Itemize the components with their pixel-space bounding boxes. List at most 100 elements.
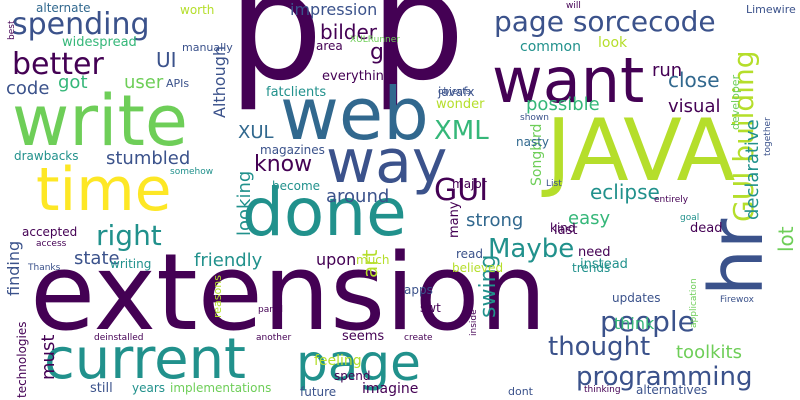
word-APIs: APIs bbox=[166, 77, 190, 90]
word-XULRunner: XULRunner bbox=[350, 35, 400, 45]
word-go: go bbox=[370, 40, 398, 65]
word-common: common bbox=[520, 39, 581, 55]
word-apps: apps bbox=[404, 283, 433, 297]
word-think: think bbox=[614, 314, 655, 333]
word-way: way bbox=[326, 127, 448, 197]
word-another: another bbox=[256, 333, 292, 343]
word-thought: thought bbox=[548, 332, 651, 362]
word-GUI: GUI bbox=[434, 173, 489, 208]
word-future: future bbox=[300, 385, 337, 399]
word-fatclients: fatclients bbox=[266, 85, 327, 100]
word-still: still bbox=[90, 381, 113, 396]
word-write: write bbox=[12, 80, 188, 162]
word-read: read bbox=[456, 247, 484, 261]
word-page-sorcecode: page sorcecode bbox=[494, 5, 716, 38]
word-impression: impression bbox=[290, 0, 378, 19]
word-friendly: friendly bbox=[194, 250, 263, 271]
word-alternatives: alternatives bbox=[636, 383, 708, 397]
word-bilder: bilder bbox=[320, 20, 378, 44]
word-must: must bbox=[38, 334, 59, 380]
word-List: List bbox=[546, 179, 562, 189]
word-web: web bbox=[280, 72, 429, 156]
word-panel: panel bbox=[258, 305, 283, 315]
word-know: know bbox=[254, 152, 313, 177]
word-upon: upon bbox=[316, 250, 357, 269]
word-done: done bbox=[242, 174, 407, 251]
word-major: major bbox=[452, 177, 487, 191]
word-feeling: feeling bbox=[314, 353, 362, 369]
word-kind: kind bbox=[550, 221, 576, 235]
word-many: many bbox=[447, 201, 462, 238]
word-last: last bbox=[554, 223, 578, 238]
word-implementations: implementations bbox=[170, 381, 272, 395]
word-user: user bbox=[124, 72, 164, 93]
word-toolkits: toolkits bbox=[676, 342, 742, 363]
word-Songbird: Songbird bbox=[529, 123, 545, 186]
word-people: people bbox=[600, 305, 695, 338]
word-widespread: widespread bbox=[62, 35, 137, 50]
word-imagine: imagine bbox=[362, 381, 419, 397]
word-accepted: accepted bbox=[22, 225, 78, 239]
word-nasty: nasty bbox=[516, 135, 550, 149]
word-goal: goal bbox=[680, 213, 700, 223]
word-need: need bbox=[578, 245, 611, 260]
word-magazines: magazines bbox=[260, 143, 325, 157]
word-deinstalled: deinstalled bbox=[94, 333, 144, 343]
word-run: run bbox=[652, 60, 683, 81]
word-Although: Although bbox=[210, 45, 229, 118]
word-p-1: p bbox=[228, 0, 324, 114]
word-instead: instead bbox=[580, 257, 628, 272]
word-technologies: technologies bbox=[15, 321, 29, 399]
word-seems: seems bbox=[342, 329, 385, 344]
word-javafx: javafx bbox=[438, 85, 475, 99]
word-drawbacks: drawbacks bbox=[14, 149, 79, 163]
word-create: create bbox=[404, 333, 433, 343]
word-close: close bbox=[668, 68, 720, 92]
word-together: together bbox=[763, 117, 773, 156]
word-entirely: entirely bbox=[654, 195, 689, 205]
word-access: access bbox=[36, 239, 67, 249]
word-look: look bbox=[598, 35, 628, 51]
word-writing: writing bbox=[110, 257, 152, 271]
word-right: right bbox=[96, 219, 162, 252]
word-stumbled: stumbled bbox=[106, 148, 191, 169]
word-objects: objects bbox=[438, 87, 471, 97]
word-possible: possible bbox=[526, 94, 600, 115]
word-UI-1: UI bbox=[156, 48, 177, 72]
word-dead: dead bbox=[690, 221, 723, 236]
word-manually: manually bbox=[182, 41, 233, 54]
word-easy: easy bbox=[568, 208, 611, 229]
word-years: years bbox=[132, 381, 166, 395]
word-area: area bbox=[316, 39, 343, 53]
word-Maybe: Maybe bbox=[488, 234, 575, 264]
word-around: around bbox=[326, 186, 390, 207]
word-wonder: wonder bbox=[436, 97, 485, 112]
word-reasons: reasons bbox=[211, 275, 224, 318]
word-eclipse: eclipse bbox=[590, 180, 660, 204]
word-extension: extension bbox=[30, 231, 547, 354]
word-much: much bbox=[356, 253, 390, 267]
word-time: time bbox=[36, 155, 172, 225]
word-page: page bbox=[296, 334, 421, 392]
word-lot: lot bbox=[774, 226, 798, 252]
word-alternate: alternate bbox=[36, 1, 91, 15]
word-thinking: thinking bbox=[584, 385, 621, 395]
word-worth: worth bbox=[180, 3, 215, 17]
word-JAVA: JAVA bbox=[546, 101, 736, 201]
word-somehow: somehow bbox=[170, 167, 214, 177]
word-believed: believed bbox=[452, 261, 504, 275]
word-visual: visual bbox=[668, 96, 721, 117]
word-developer: developer bbox=[729, 74, 742, 130]
word-XUL: XUL bbox=[238, 122, 274, 143]
word-looking: looking bbox=[234, 170, 255, 236]
word-will: will bbox=[566, 1, 581, 11]
word-trends: trends bbox=[572, 261, 611, 275]
word-Firewox: Firewox bbox=[720, 295, 754, 305]
word-application: application bbox=[689, 278, 699, 328]
word-shown: shown bbox=[520, 113, 549, 123]
word-code: code bbox=[6, 78, 50, 99]
word-best: best bbox=[7, 20, 17, 40]
word-spend: spend bbox=[334, 369, 371, 383]
word-want: want bbox=[492, 44, 645, 117]
